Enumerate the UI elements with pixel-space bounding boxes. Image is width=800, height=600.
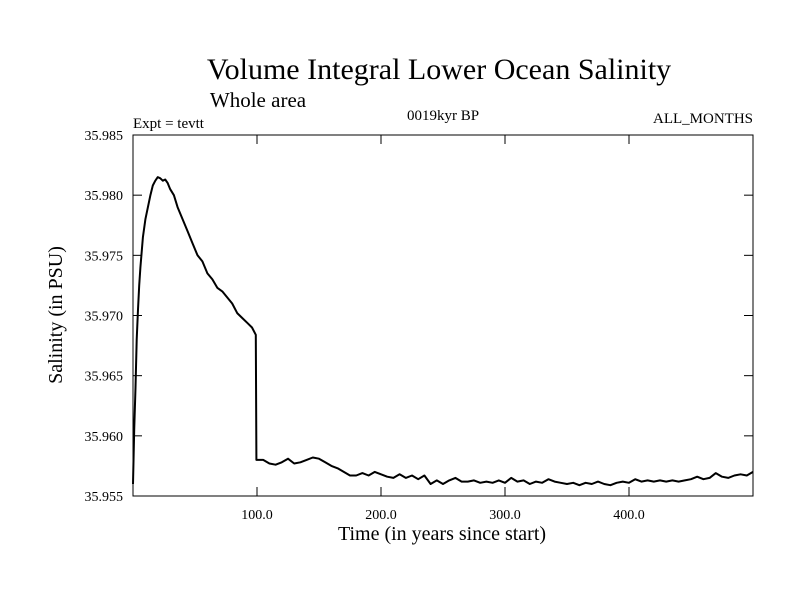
months-label: ALL_MONTHS <box>653 111 753 127</box>
y-tick-label: 35.985 <box>85 129 124 144</box>
x-axis-label: Time (in years since start) <box>338 523 546 545</box>
chart-title: Volume Integral Lower Ocean Salinity <box>207 53 671 86</box>
salinity-series-line <box>132 176 754 487</box>
x-tick-label: 300.0 <box>489 508 521 523</box>
x-tick-label: 400.0 <box>613 508 645 523</box>
period-label: 0019kyr BP <box>407 108 479 124</box>
y-tick-label: 35.965 <box>85 370 124 385</box>
chart-subtitle: Whole area <box>210 88 307 112</box>
y-tick-label: 35.970 <box>85 310 124 325</box>
y-tick-label: 35.960 <box>85 430 124 445</box>
y-tick-label: 35.955 <box>85 490 124 505</box>
x-tick-label: 100.0 <box>241 508 273 523</box>
y-axis-label: Salinity (in PSU) <box>45 246 67 384</box>
y-tick-label: 35.975 <box>85 249 124 264</box>
plot-frame <box>132 134 754 497</box>
x-tick-label: 200.0 <box>365 508 397 523</box>
experiment-label: Expt = tevtt <box>133 116 205 132</box>
y-axis: 35.955 35.960 35.965 35.970 35.975 35.980 35.9… <box>85 129 753 505</box>
x-axis: 100.0 200.0 300.0 400.0 <box>241 135 645 523</box>
y-tick-label: 35.980 <box>85 189 124 204</box>
